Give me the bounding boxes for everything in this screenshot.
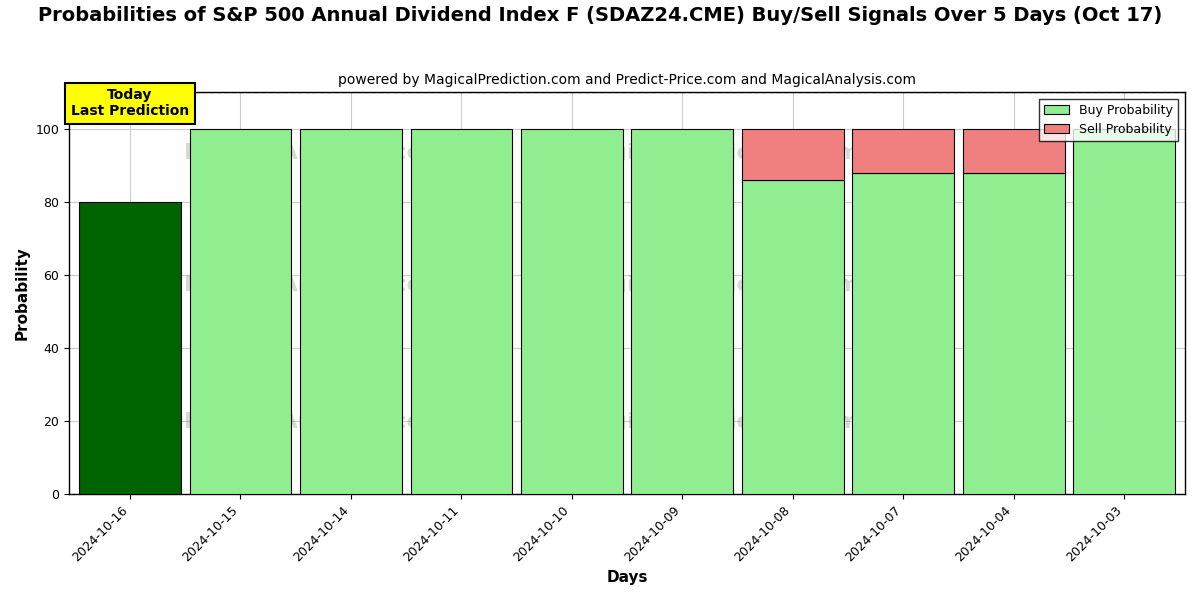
Bar xyxy=(521,129,623,494)
Text: Today
Last Prediction: Today Last Prediction xyxy=(71,88,190,118)
Bar xyxy=(190,129,292,494)
Text: MagicalAnalysis.com: MagicalAnalysis.com xyxy=(184,412,445,432)
Bar xyxy=(410,129,512,494)
Text: MagicalAnalysis.com: MagicalAnalysis.com xyxy=(184,143,445,163)
Y-axis label: Probability: Probability xyxy=(16,247,30,340)
Bar xyxy=(742,180,844,494)
Text: MagicalAnalysis.com: MagicalAnalysis.com xyxy=(184,275,445,295)
Title: powered by MagicalPrediction.com and Predict-Price.com and MagicalAnalysis.com: powered by MagicalPrediction.com and Pre… xyxy=(338,73,916,87)
Bar xyxy=(742,129,844,180)
Text: MagicalPrediction.com: MagicalPrediction.com xyxy=(574,412,859,432)
Bar xyxy=(852,173,954,494)
Bar xyxy=(631,129,733,494)
Legend: Buy Probability, Sell Probability: Buy Probability, Sell Probability xyxy=(1039,99,1177,141)
Bar xyxy=(300,129,402,494)
Text: MagicalPrediction.com: MagicalPrediction.com xyxy=(574,143,859,163)
Bar xyxy=(1074,129,1175,494)
Bar xyxy=(962,129,1064,173)
Text: MagicalPrediction.com: MagicalPrediction.com xyxy=(574,275,859,295)
Text: Probabilities of S&P 500 Annual Dividend Index F (SDAZ24.CME) Buy/Sell Signals O: Probabilities of S&P 500 Annual Dividend… xyxy=(38,6,1162,25)
Bar xyxy=(79,202,181,494)
Bar xyxy=(962,173,1064,494)
X-axis label: Days: Days xyxy=(606,570,648,585)
Bar xyxy=(852,129,954,173)
